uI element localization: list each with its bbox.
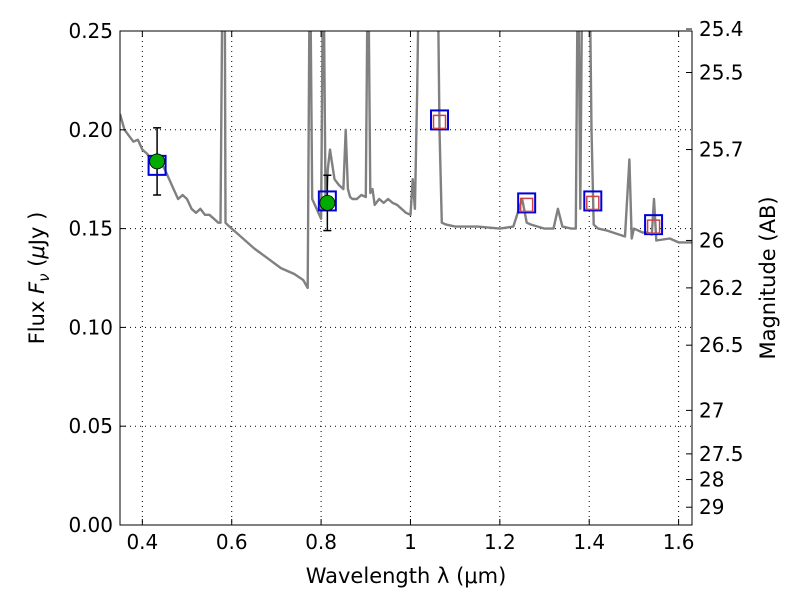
grid <box>120 31 692 525</box>
photometry-layer <box>147 109 664 236</box>
x-tick-label: 1.2 <box>484 530 516 554</box>
y2-tick-label: 27 <box>699 398 724 422</box>
y-axis-label: Flux Fν (μJy ) <box>25 212 53 345</box>
x-tick-label: 1 <box>404 530 417 554</box>
model-photometry-point <box>583 190 603 212</box>
y2-tick-label: 25.4 <box>699 17 744 41</box>
y2-tick-label: 27.5 <box>699 442 744 466</box>
y-axis-label-paren: ( <box>25 259 49 274</box>
y2-tick-label: 25.5 <box>699 60 744 84</box>
y-tick-label: 0.05 <box>68 414 113 438</box>
y-tick-label: 0.25 <box>68 19 113 43</box>
x-tick-label: 1.6 <box>663 530 695 554</box>
upper-limit-point <box>586 195 600 211</box>
y2-tick-label: 26.2 <box>699 276 744 300</box>
plot-frame <box>119 30 693 526</box>
y-axis-label-subscript: ν <box>35 273 53 281</box>
y-tick-label: 0.00 <box>68 513 113 537</box>
model-photometry-point <box>644 214 664 236</box>
y2-tick-label: 26 <box>699 228 724 252</box>
y2-tick-label: 29 <box>699 495 724 519</box>
x-tick-label: 1.4 <box>573 530 605 554</box>
observed-flux-point <box>149 153 165 170</box>
x-tick-label: 0.4 <box>126 530 158 554</box>
y-tick-label: 0.15 <box>68 217 113 241</box>
y-tick-label: 0.20 <box>68 118 113 142</box>
y-axis-label-text: Flux <box>25 294 49 344</box>
upper-limit-point <box>432 114 447 130</box>
model-spectrum-line <box>120 31 692 290</box>
model-photometry-point <box>517 192 537 214</box>
y-tick-label: 0.10 <box>68 315 113 339</box>
y2-tick-label: 26.5 <box>699 333 744 357</box>
y-axis-label-symbol: F <box>25 281 49 294</box>
upper-limit-point <box>646 219 661 234</box>
observed-flux-point <box>319 195 336 211</box>
x-axis-label: Wavelength λ (μm) <box>306 564 507 588</box>
y2-axis-label: Magnitude (AB) <box>756 196 780 359</box>
model-photometry-point <box>430 109 450 131</box>
model-spectrum-layer <box>120 31 692 290</box>
upper-limit-point <box>519 197 534 213</box>
y-axis-label-unit: Jy ) <box>25 212 49 248</box>
y2-tick-label: 28 <box>699 468 724 492</box>
y-axis-label-mu: μ <box>25 245 49 259</box>
axis-ticks: 0.4 0.6 0.8 1 1.2 1.4 1.6 0.00 0.05 0.10 0.15 0.20 0… <box>68 17 743 554</box>
y2-tick-label: 25.7 <box>699 138 744 162</box>
x-tick-label: 0.6 <box>216 530 248 554</box>
x-tick-label: 0.8 <box>305 530 337 554</box>
